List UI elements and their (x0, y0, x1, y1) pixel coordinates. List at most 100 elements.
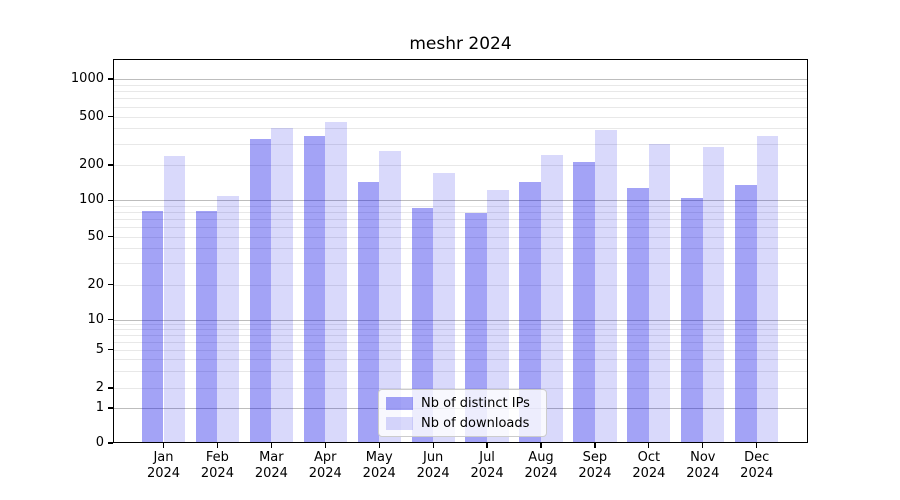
bar-downloads-aug (541, 155, 563, 443)
x-tick-mark (648, 443, 650, 448)
chart-title: meshr 2024 (409, 34, 512, 54)
x-tick-label: Aug 2024 (524, 450, 558, 481)
minor-gridline (113, 143, 808, 145)
minor-gridline (113, 84, 808, 86)
y-tick-label: 1000 (70, 71, 104, 86)
y-tick-mark (108, 407, 113, 409)
bar-ips-jan (141, 210, 164, 443)
y-tick-label: 1 (95, 400, 104, 415)
legend-swatch-downloads-icon (386, 417, 413, 430)
x-tick-mark (432, 443, 434, 448)
bar-downloads-sep (594, 130, 617, 443)
minor-gridline (113, 116, 808, 118)
bar-ips-nov (681, 197, 703, 443)
minor-gridline (113, 248, 808, 250)
bar-downloads-nov (702, 146, 725, 443)
legend-swatch-distinct-ips-icon (386, 397, 413, 410)
x-tick-label: Apr 2024 (308, 450, 342, 481)
minor-gridline (113, 341, 808, 343)
minor-gridline (113, 91, 808, 93)
x-tick-mark (702, 443, 704, 448)
x-tick-mark (324, 443, 326, 448)
x-tick-mark (162, 443, 165, 448)
y-tick-mark (108, 199, 113, 201)
y-tick-label: 0 (95, 435, 104, 450)
minor-gridline (113, 388, 808, 389)
x-tick-mark (216, 443, 219, 448)
x-tick-mark (756, 443, 758, 448)
x-tick-mark (540, 443, 542, 448)
bar-ips-feb (195, 210, 218, 443)
y-tick-mark (108, 442, 113, 444)
minor-gridline (113, 165, 808, 166)
minor-gridline (113, 205, 808, 207)
y-tick-label: 2 (95, 380, 104, 395)
minor-gridline (113, 212, 808, 214)
y-tick-label: 100 (79, 192, 104, 208)
bar-downloads-may (379, 150, 401, 443)
y-tick-label: 10 (87, 311, 104, 327)
x-tick-label: May 2024 (362, 450, 396, 481)
bar-downloads-apr (325, 121, 347, 443)
legend-item-distinct-ips: Nb of distinct IPs (386, 396, 538, 411)
major-gridline (113, 79, 808, 80)
minor-gridline (113, 284, 808, 286)
x-tick-label: Mar 2024 (254, 450, 288, 481)
bar-ips-jun (411, 208, 434, 443)
legend-label-downloads: Nb of downloads (421, 416, 530, 431)
bar-ips-mar (249, 139, 272, 443)
minor-gridline (113, 263, 808, 265)
x-tick-label: Nov 2024 (686, 450, 720, 481)
minor-gridline (113, 128, 808, 130)
minor-gridline (113, 329, 808, 331)
bar-ips-apr (303, 135, 326, 443)
y-tick-label: 200 (79, 157, 104, 172)
x-tick-label: Feb 2024 (200, 450, 234, 481)
bar-ips-dec (735, 185, 757, 443)
major-gridline (113, 319, 808, 321)
x-tick-label: Sep 2024 (578, 450, 612, 481)
y-tick-mark (108, 116, 113, 118)
y-tick-mark (108, 78, 113, 80)
legend-label-distinct-ips: Nb of distinct IPs (421, 396, 530, 411)
minor-gridline (113, 219, 808, 221)
bar-downloads-jul (487, 189, 509, 443)
x-tick-mark (378, 443, 380, 448)
y-tick-mark (108, 318, 113, 321)
bar-downloads-jun (433, 172, 455, 443)
x-tick-label: Oct 2024 (632, 450, 666, 481)
minor-gridline (113, 227, 808, 229)
y-tick-label: 50 (87, 228, 104, 244)
minor-gridline (113, 349, 808, 351)
minor-gridline (113, 324, 808, 326)
minor-gridline (113, 98, 808, 100)
x-tick-mark (486, 443, 488, 448)
legend-item-downloads: Nb of downloads (386, 416, 538, 431)
bar-downloads-oct (648, 143, 671, 443)
x-tick-mark (270, 443, 272, 448)
bar-ips-may (357, 181, 380, 443)
y-tick-mark (108, 348, 113, 351)
y-tick-mark (108, 164, 113, 166)
bar-downloads-jan (163, 156, 186, 443)
bar-ips-sep (573, 162, 595, 443)
bar-downloads-dec (756, 135, 779, 443)
x-tick-label: Jan 2024 (146, 450, 181, 481)
y-tick-label: 500 (79, 108, 104, 124)
minor-gridline (113, 334, 808, 336)
bar-ips-jul (465, 213, 488, 443)
bar-downloads-mar (271, 127, 293, 443)
minor-gridline (113, 236, 808, 238)
y-tick-mark (108, 236, 113, 238)
major-gridline (113, 200, 808, 202)
x-tick-mark (594, 443, 596, 448)
x-tick-label: Jul 2024 (470, 450, 504, 481)
y-tick-label: 5 (95, 341, 104, 357)
minor-gridline (113, 106, 808, 108)
y-tick-label: 20 (87, 276, 104, 292)
bar-ips-aug (519, 182, 541, 443)
y-tick-mark (108, 283, 113, 286)
